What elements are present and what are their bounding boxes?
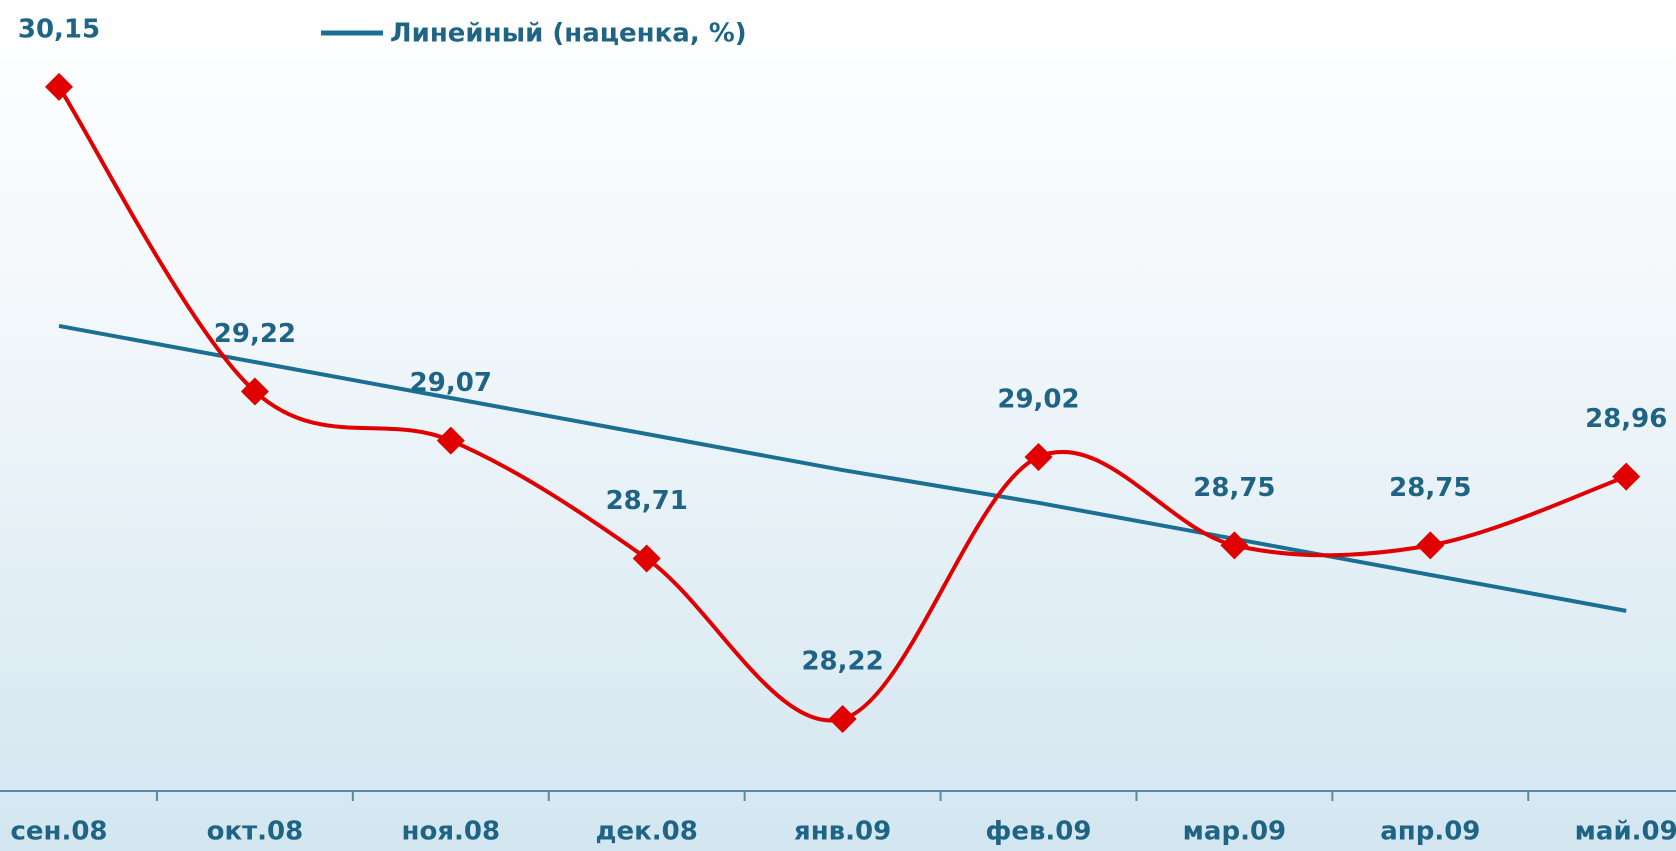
x-tick-label: мар.09 — [1183, 817, 1286, 847]
x-tick-label: янв.09 — [794, 817, 891, 847]
x-tick-label: сен.08 — [10, 817, 107, 847]
x-tick-label: окт.08 — [207, 817, 304, 847]
data-label: 30,15 — [18, 14, 100, 44]
marker — [1220, 531, 1249, 560]
data-label: 28,71 — [606, 486, 688, 516]
marker — [828, 704, 857, 733]
data-label: 28,75 — [1193, 473, 1275, 503]
marker — [436, 426, 465, 455]
marker — [240, 377, 269, 406]
x-tick-label: апр.09 — [1380, 817, 1480, 847]
marker — [45, 72, 73, 101]
data-label: 29,02 — [997, 384, 1079, 414]
legend-label: Линейный (наценка, %) — [390, 19, 747, 49]
marker — [1416, 531, 1445, 560]
trendline — [58, 323, 1627, 613]
x-tick-label: ноя.08 — [402, 817, 501, 847]
data-label: 28,96 — [1585, 404, 1667, 434]
data-label: 28,75 — [1389, 473, 1471, 503]
marker — [1024, 442, 1053, 471]
data-label: 28,22 — [801, 646, 883, 676]
x-tick-label: май.09 — [1575, 817, 1676, 847]
data-label: 29,07 — [410, 368, 492, 398]
data-label: 29,22 — [214, 319, 296, 349]
marker — [1612, 462, 1641, 491]
x-tick-label: дек.08 — [596, 817, 698, 847]
x-tick-label: фев.09 — [986, 817, 1092, 847]
marker — [632, 544, 661, 573]
